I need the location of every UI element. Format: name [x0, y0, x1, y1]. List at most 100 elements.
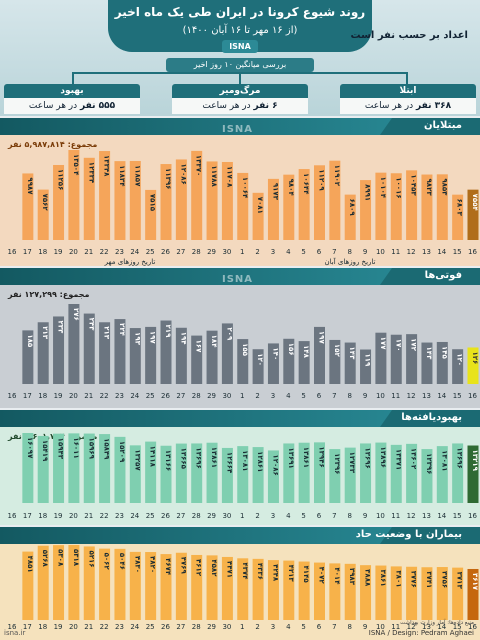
bar-value-label: ۳۷۷۶ — [410, 571, 418, 588]
bar — [467, 189, 479, 240]
x-tick-label: 25 — [146, 248, 155, 256]
x-tick-label: 14 — [437, 392, 446, 400]
bar-value-label: ۲۱۹ — [164, 325, 172, 339]
bar — [221, 323, 233, 384]
stat-card-infected: ابتلا ۳۶۸ نفر در هر ساعت — [340, 84, 476, 114]
bar-value-label: ۵۰۶۲ — [103, 553, 111, 571]
x-tick-label: 29 — [207, 512, 216, 520]
x-tick-label: 3 — [271, 392, 275, 400]
bar — [452, 349, 464, 384]
stat-deaths-number: ۶ نفر — [253, 101, 278, 111]
section-bar-recovered: بهبودیافته‌ها — [0, 410, 480, 427]
bar — [467, 568, 479, 620]
bar-value-label: ۱۳۶۹۶ — [195, 447, 203, 468]
bar — [298, 442, 310, 503]
x-tick-label: 10 — [376, 512, 385, 520]
bar — [160, 164, 172, 240]
bar — [329, 339, 341, 384]
bar-value-label: ۱۲۶۶۴ — [225, 452, 233, 474]
bar-value-label: ۱۷۰ — [394, 339, 402, 352]
bar — [175, 443, 187, 503]
bar — [406, 566, 418, 620]
bar-value-label: ۵۲۱۶ — [87, 550, 95, 567]
bar — [175, 159, 187, 240]
bar — [390, 173, 402, 240]
bar-value-label: ۲۰۹ — [225, 327, 233, 341]
stat-deaths-value: ۶ نفر در هر ساعت — [172, 98, 308, 114]
x-tick-label: 29 — [207, 392, 216, 400]
brand-badge: ISNA — [222, 40, 258, 53]
section-bar-critical: بیماران با وضعیت حاد — [0, 527, 480, 544]
bar — [99, 322, 111, 384]
x-tick-label: 6 — [317, 623, 322, 631]
bar — [68, 545, 80, 620]
bar-value-label: ۱۳۶۹۱ — [287, 447, 295, 468]
bar-value-label: ۱۲۰۸۶ — [271, 454, 279, 475]
bar-value-label: ۱۰۶۴۴ — [302, 173, 310, 195]
bar — [406, 170, 418, 240]
x-tick-label: 25 — [146, 512, 155, 520]
bar-value-label: ۱۴۱۱۸ — [149, 446, 157, 468]
bar — [114, 436, 126, 503]
bar-value-label: ۵۰۴۶ — [118, 553, 126, 570]
bar-value-label: ۶۸۰۳ — [456, 199, 464, 217]
x-tick-label: 16 — [8, 392, 17, 400]
bar — [191, 443, 203, 503]
watermark: ISNA — [222, 124, 254, 135]
bar — [129, 160, 141, 240]
x-tick-label: 2 — [255, 512, 259, 520]
bar-value-label: ۹۱۷۳ — [271, 183, 279, 201]
bar-value-label: ۱۳۲۱۹ — [471, 450, 479, 472]
bar-value-label: ۳۶۱۷ — [471, 573, 479, 591]
x-tick-label: 27 — [176, 248, 185, 256]
bar — [329, 160, 341, 240]
bar — [145, 326, 157, 384]
x-tick-label: 14 — [437, 512, 446, 520]
x-tick-label: 16 — [468, 512, 477, 520]
bar-value-label: ۱۲۳۹۶ — [333, 453, 341, 474]
bar — [267, 178, 279, 240]
x-tick-label: 2 — [255, 248, 259, 256]
bar — [375, 172, 387, 240]
bar-value-label: ۳۹۸۳ — [348, 568, 356, 586]
bar — [237, 339, 249, 384]
stat-card-deaths: مرگ‌ومیر ۶ نفر در هر ساعت — [172, 84, 308, 114]
bar — [83, 313, 95, 384]
section-title-critical: بیماران با وضعیت حاد — [355, 529, 462, 540]
x-tick-label: 12 — [407, 512, 416, 520]
bar-value-label: ۳۸۸۸ — [364, 569, 372, 587]
bar — [375, 442, 387, 503]
bar-value-label: ۱۹۷ — [149, 331, 157, 345]
x-tick-label: 15 — [453, 392, 462, 400]
x-tick-label: 6 — [317, 248, 322, 256]
bar-value-label: ۱۳۶۰۲ — [410, 448, 418, 470]
bar-value-label: ۴۲۱۳ — [287, 565, 295, 583]
x-tick-label: 23 — [115, 623, 124, 631]
page-title: روند شیوع کرونا در ایران طی یک ماه اخیر — [114, 5, 366, 19]
x-tick-label: 20 — [69, 512, 78, 520]
bar-value-label: ۷۵۶۲ — [41, 194, 49, 212]
bar — [344, 194, 356, 240]
x-tick-label: 7 — [332, 512, 336, 520]
bar-value-label: ۴۲۴۸ — [271, 564, 279, 582]
bar — [99, 151, 111, 240]
bar-value-label: ۱۲۷۳۳ — [348, 452, 356, 474]
bar-value-label: ۹۸۵۳ — [440, 178, 448, 196]
bar — [390, 444, 402, 503]
x-tick-label: 2 — [255, 392, 259, 400]
bar — [344, 563, 356, 620]
bar-value-label: ۱۵۵ — [241, 343, 249, 357]
stat-recovered-number: ۵۵۵ نفر — [80, 101, 116, 111]
bar — [252, 447, 264, 503]
bar-value-label: ۳۸۰۱ — [394, 570, 402, 587]
bar — [53, 316, 65, 384]
x-tick-label: 9 — [363, 248, 367, 256]
bar — [344, 342, 356, 384]
bar-value-label: ۱۴۸ — [302, 345, 310, 359]
x-tick-label: 27 — [176, 623, 185, 631]
x-tick-label: 5 — [301, 623, 305, 631]
bar — [252, 349, 264, 384]
section-title-infected: مبتلایان — [424, 120, 462, 131]
x-tick-label: 18 — [38, 512, 47, 520]
